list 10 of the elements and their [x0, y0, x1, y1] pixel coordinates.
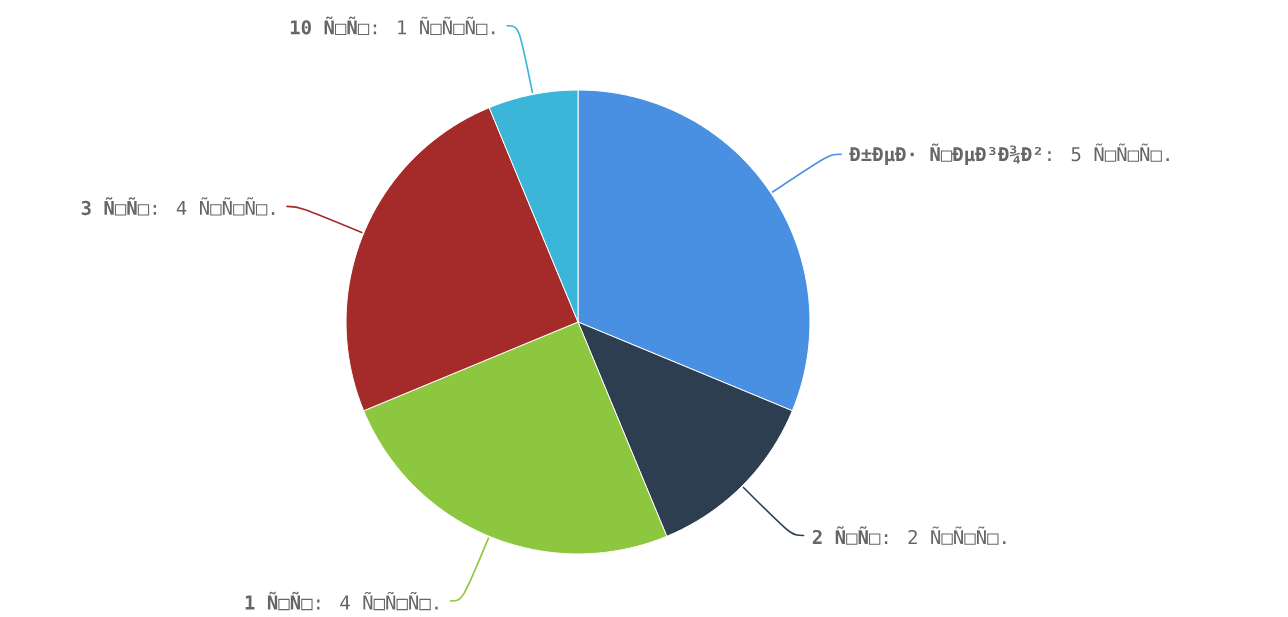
data-label: : 2 Ñ□Ñ□Ñ□.: [884, 526, 1006, 545]
slice-label: 1 Ñ□Ñ□: [245, 591, 313, 611]
slice-label: Ð±ÐµÐ· Ñ□ÐµÐ³Ð¾Ð²: [849, 143, 1042, 166]
slice-label: 3 Ñ□Ñ□: [81, 197, 150, 216]
slice-label: 10 Ñ□Ñ□: [290, 16, 370, 35]
data-label: : 5 Ñ□Ñ□Ñ□.: [1048, 143, 1169, 162]
slice-label: 2 Ñ□Ñ□: [812, 526, 881, 545]
data-label: : 4 Ñ□Ñ□Ñ□.: [153, 197, 275, 216]
data-label: : 4 Ñ□Ñ□Ñ□.: [317, 591, 438, 611]
data-label: : 1 Ñ□Ñ□Ñ□.: [373, 16, 495, 35]
